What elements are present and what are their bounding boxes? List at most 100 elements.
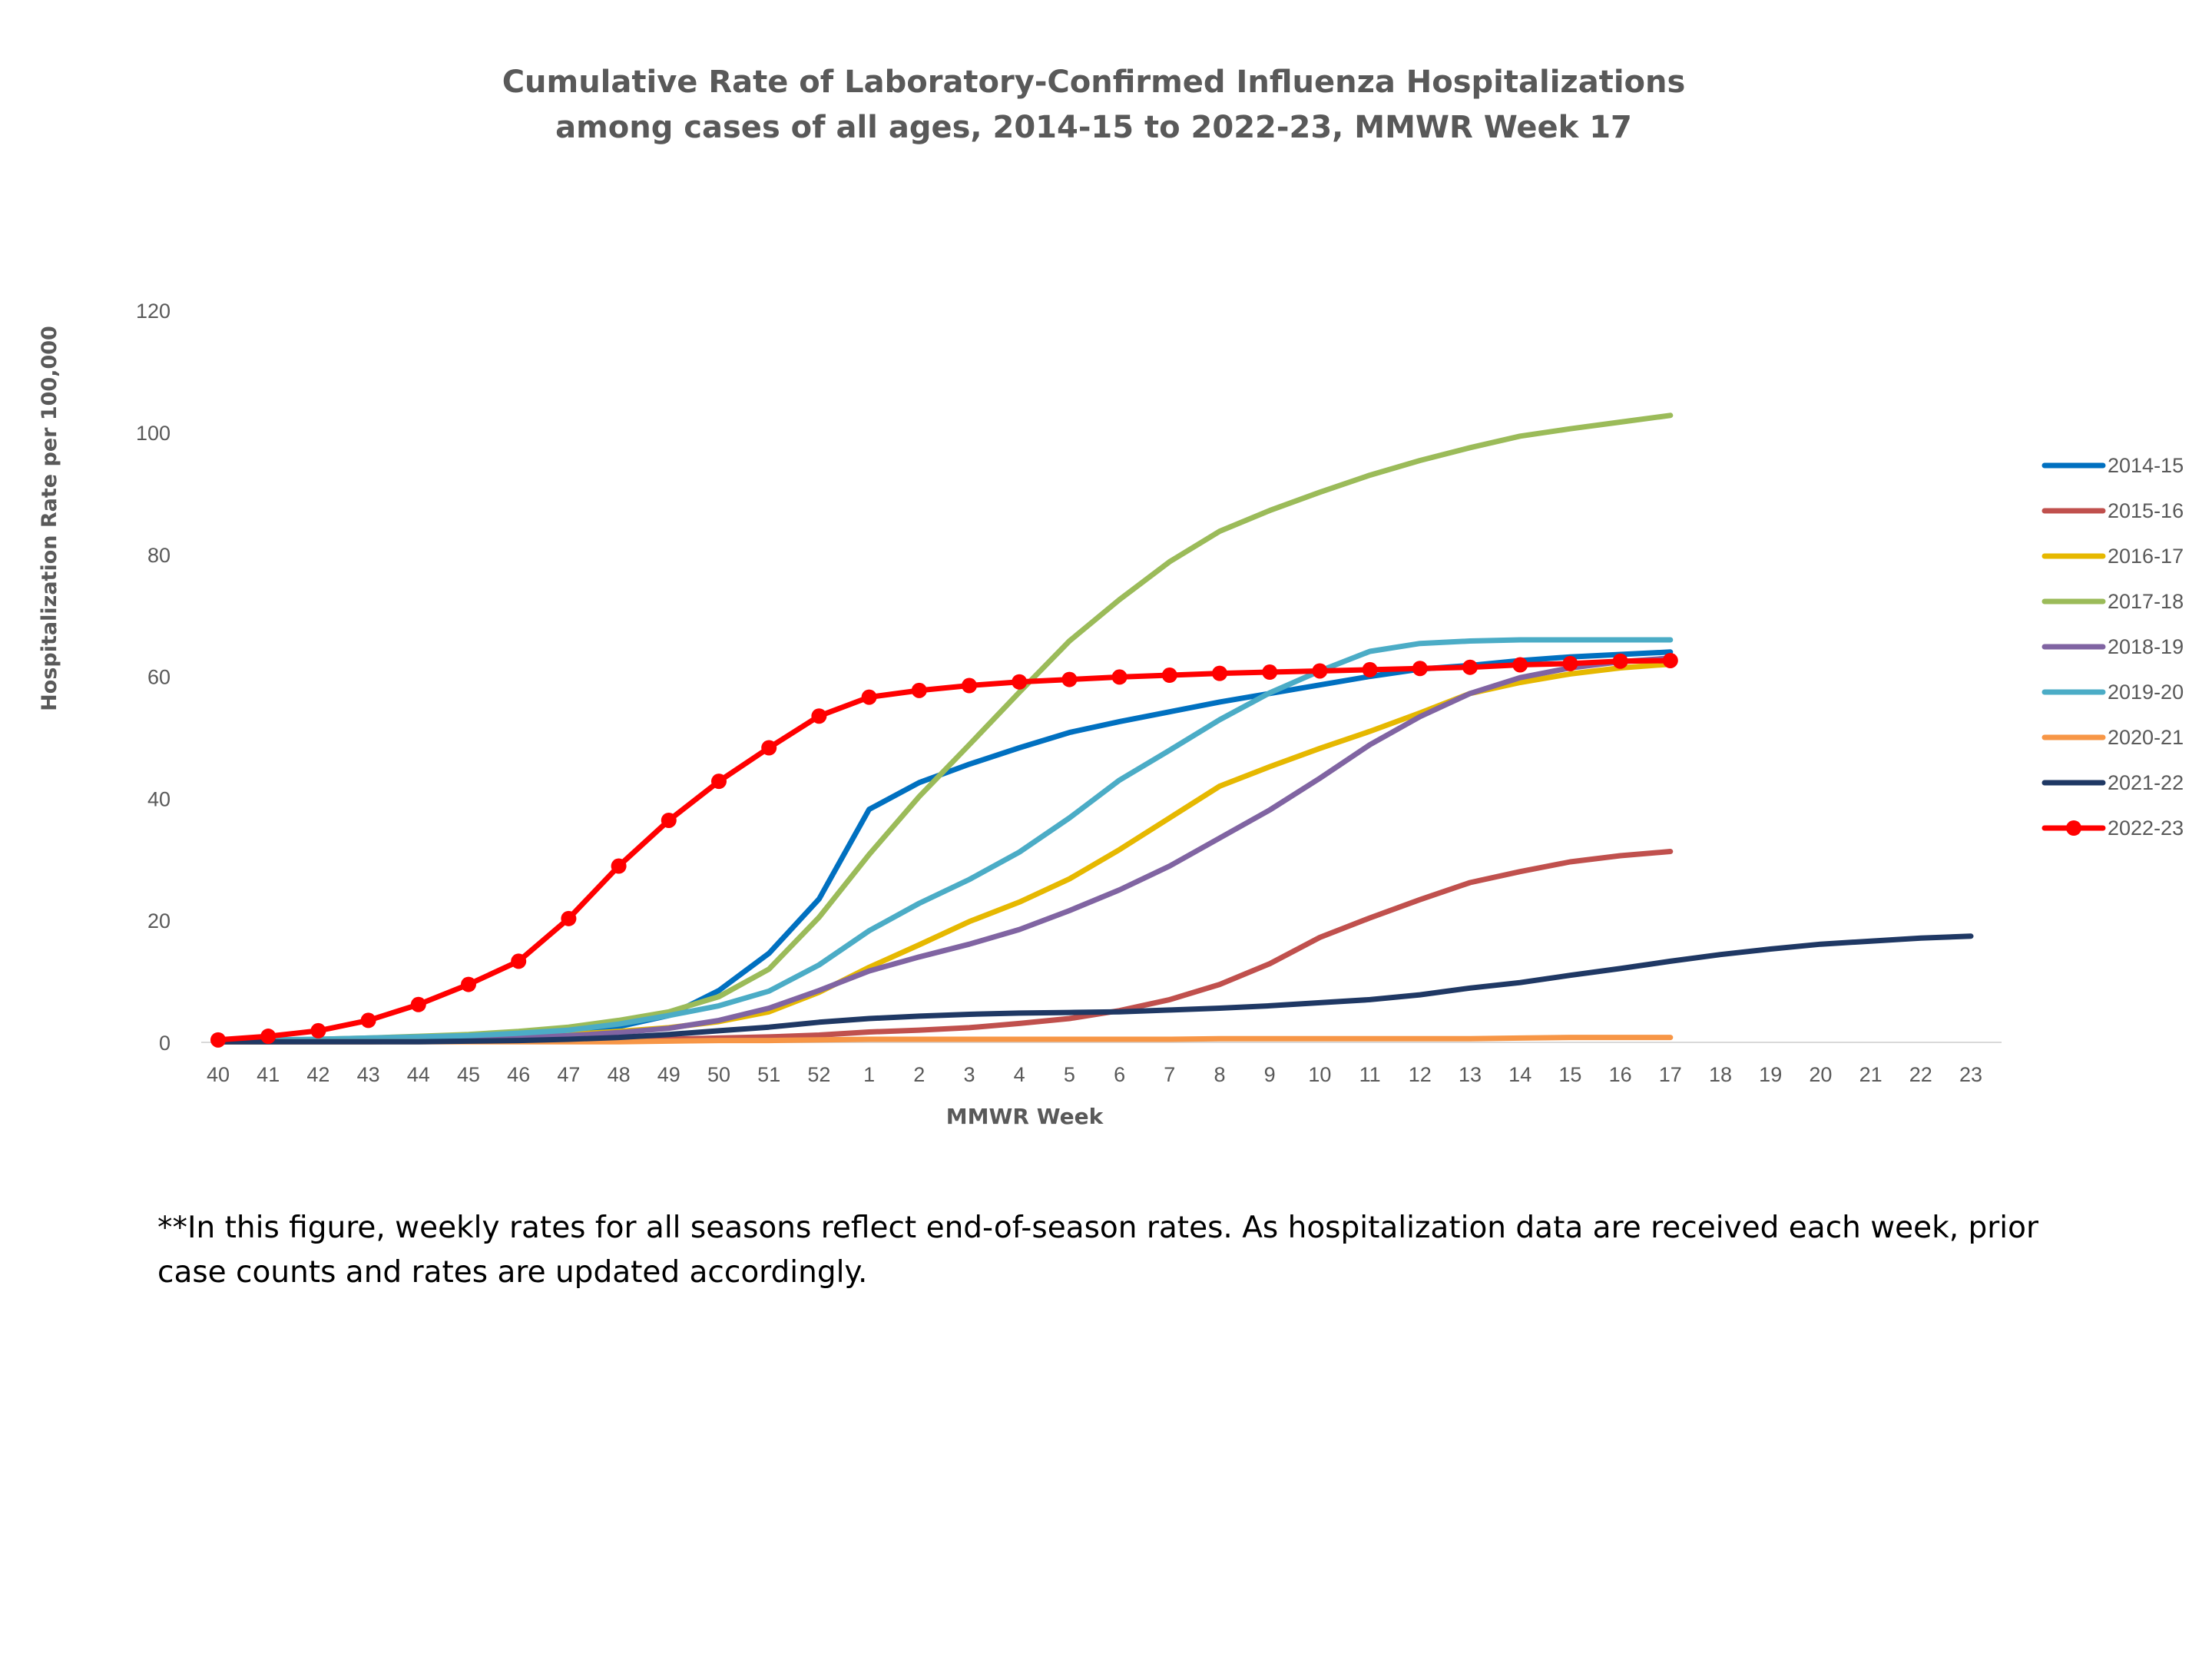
- data-point-2022-23: [1012, 674, 1028, 690]
- x-axis-ticks: 40 41 42 43 44 45 46 47 48 49 50 51 52 1 2 3 4 5 6 7 8 9 10 11 1…: [207, 1063, 1982, 1086]
- data-point-2022-23: [1061, 671, 1078, 687]
- data-point-2022-23: [811, 708, 827, 724]
- data-point-2022-23: [611, 858, 627, 874]
- legend-marker-2022-23: [2066, 820, 2081, 836]
- data-point-2022-23: [1362, 661, 1378, 677]
- y-tick-label: 0: [159, 1032, 171, 1055]
- legend-label-2021-22: 2021-22: [2108, 771, 2184, 794]
- data-point-2022-23: [1262, 664, 1278, 681]
- x-tick-label: 50: [707, 1063, 730, 1086]
- x-tick-label: 16: [1609, 1063, 1632, 1086]
- legend-label-2015-16: 2015-16: [2108, 499, 2184, 522]
- chart-title-line: Cumulative Rate of Laboratory-Confirmed …: [502, 65, 1686, 100]
- data-point-2022-23: [561, 910, 577, 926]
- data-point-2022-23: [1161, 668, 1177, 684]
- data-point-2022-23: [210, 1032, 226, 1048]
- series-lines: [210, 412, 1974, 1048]
- legend-label-2022-23: 2022-23: [2108, 817, 2184, 840]
- x-tick-label: 17: [1659, 1063, 1682, 1086]
- x-axis-title-group: MMWR Week: [946, 1104, 1104, 1129]
- legend: 2014-15 2015-16 2016-17 2017-18 2018-19 2019-…: [2041, 454, 2184, 840]
- x-tick-label: 12: [1409, 1063, 1432, 1086]
- legend-label-2016-17: 2016-17: [2108, 545, 2184, 568]
- footnote: **In this figure, weekly rates for all s…: [157, 1211, 2039, 1290]
- x-tick-label: 44: [407, 1063, 430, 1086]
- legend-label-2018-19: 2018-19: [2108, 635, 2184, 658]
- data-point-2022-23: [962, 677, 977, 694]
- data-point-2022-23: [661, 812, 677, 828]
- data-point-2022-23: [1111, 669, 1128, 685]
- x-tick-label: 10: [1308, 1063, 1331, 1086]
- data-point-2022-23: [310, 1022, 326, 1039]
- data-point-2022-23: [260, 1029, 276, 1045]
- y-tick-label: 120: [136, 300, 171, 323]
- data-point-2022-23: [861, 689, 877, 705]
- data-point-2022-23: [1462, 659, 1478, 675]
- x-tick-label: 47: [557, 1063, 580, 1086]
- series-line-2022-23: [215, 658, 1674, 1043]
- chart-title-line: among cases of all ages, 2014-15 to 2022…: [555, 110, 1632, 145]
- data-point-2022-23: [1512, 657, 1528, 673]
- data-point-2022-23: [761, 740, 777, 756]
- x-tick-label: 41: [257, 1063, 280, 1086]
- x-tick-label: 48: [608, 1063, 631, 1086]
- data-point-2022-23: [911, 682, 927, 698]
- series-line-2018-19: [215, 655, 1674, 1045]
- y-tick-label: 40: [147, 787, 171, 810]
- x-tick-label: 7: [1164, 1063, 1175, 1086]
- y-axis-title: Hospitalization Rate per 100,000: [38, 326, 61, 711]
- x-tick-label: 14: [1508, 1063, 1532, 1086]
- series-line-2016-17: [215, 661, 1674, 1045]
- x-tick-label: 42: [306, 1063, 329, 1086]
- x-tick-label: 15: [1558, 1063, 1581, 1086]
- x-tick-label: 19: [1759, 1063, 1782, 1086]
- data-point-2022-23: [461, 976, 476, 992]
- x-tick-label: 52: [807, 1063, 830, 1086]
- data-point-2022-23: [1312, 663, 1328, 679]
- x-tick-label: 23: [1959, 1063, 1982, 1086]
- x-tick-label: 43: [357, 1063, 380, 1086]
- legend-label-2017-18: 2017-18: [2108, 590, 2184, 613]
- legend-label-2019-20: 2019-20: [2108, 681, 2184, 704]
- data-point-2022-23: [410, 996, 426, 1012]
- x-tick-label: 1: [863, 1063, 875, 1086]
- x-tick-label: 46: [507, 1063, 530, 1086]
- data-point-2022-23: [711, 774, 727, 790]
- data-point-2022-23: [1662, 652, 1678, 668]
- x-tick-label: 40: [207, 1063, 230, 1086]
- x-tick-label: 9: [1264, 1063, 1276, 1086]
- y-axis-title-group: Hospitalization Rate per 100,000: [38, 326, 61, 711]
- x-tick-label: 4: [1014, 1063, 1025, 1086]
- data-point-2022-23: [1412, 661, 1428, 677]
- data-point-2022-23: [1612, 653, 1628, 669]
- data-point-2022-23: [1212, 665, 1227, 681]
- y-tick-label: 80: [147, 544, 171, 567]
- y-axis-ticks: 0 20 40 60 80 100 120: [136, 300, 171, 1055]
- x-tick-label: 21: [1859, 1063, 1883, 1086]
- chart-title: Cumulative Rate of Laboratory-Confirmed …: [502, 65, 1686, 145]
- x-tick-label: 18: [1709, 1063, 1732, 1086]
- y-tick-label: 20: [147, 909, 171, 933]
- x-tick-label: 3: [963, 1063, 975, 1086]
- legend-label-2020-21: 2020-21: [2108, 726, 2184, 749]
- x-tick-label: 2: [913, 1063, 925, 1086]
- x-tick-label: 20: [1809, 1063, 1832, 1086]
- series-line-2021-22: [215, 933, 1974, 1045]
- data-point-2022-23: [1562, 655, 1578, 671]
- x-tick-label: 5: [1064, 1063, 1075, 1086]
- data-point-2022-23: [360, 1012, 376, 1029]
- series-line-2014-15: [215, 649, 1674, 1045]
- x-tick-label: 11: [1359, 1063, 1381, 1086]
- y-tick-label: 100: [136, 422, 171, 445]
- x-tick-label: 6: [1114, 1063, 1125, 1086]
- x-tick-label: 8: [1214, 1063, 1225, 1086]
- x-tick-label: 45: [457, 1063, 480, 1086]
- x-tick-label: 51: [757, 1063, 780, 1086]
- x-tick-label: 49: [657, 1063, 680, 1086]
- series-line-2019-20: [215, 637, 1674, 1044]
- data-point-2022-23: [511, 953, 527, 969]
- legend-label-2014-15: 2014-15: [2108, 454, 2184, 477]
- x-axis-title: MMWR Week: [946, 1104, 1104, 1129]
